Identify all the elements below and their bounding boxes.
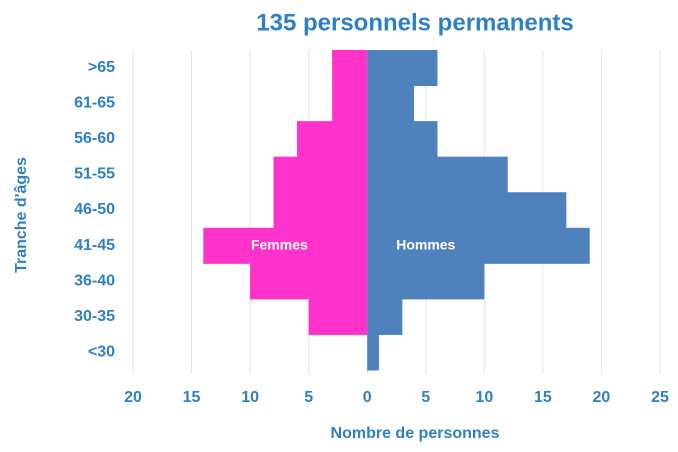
x-tick-label: 15 <box>534 389 552 406</box>
bar <box>296 121 368 158</box>
x-tick-label: 10 <box>241 389 259 406</box>
y-tick-label: >65 <box>88 59 115 76</box>
x-tick-label: 5 <box>421 389 430 406</box>
y-tick-label: 51-55 <box>74 166 115 183</box>
bar <box>367 156 508 193</box>
bar <box>203 227 368 264</box>
chart-title: 135 personnels permanents <box>256 9 573 36</box>
x-tick-label: 20 <box>124 389 142 406</box>
bar <box>367 334 379 371</box>
bar <box>367 192 567 229</box>
bar <box>367 298 403 335</box>
y-tick-label: 46-50 <box>74 201 115 218</box>
x-tick-label: 10 <box>475 389 493 406</box>
bar <box>367 85 415 122</box>
bar <box>332 50 368 87</box>
y-tick-label: 36-40 <box>74 272 115 289</box>
x-tick-label: 5 <box>304 389 313 406</box>
y-tick-label: <30 <box>88 343 115 360</box>
x-tick-label: 15 <box>183 389 201 406</box>
bar <box>273 192 368 229</box>
y-tick-label: 30-35 <box>74 308 115 325</box>
legend-label: Femmes <box>251 236 308 252</box>
y-tick-label: 41-45 <box>74 237 115 254</box>
x-tick-label: 0 <box>363 389 372 406</box>
bar <box>367 227 590 264</box>
bar <box>308 298 368 335</box>
x-tick-label: 25 <box>651 389 669 406</box>
y-tick-label: 56-60 <box>74 130 115 147</box>
bar <box>250 263 368 300</box>
y-axis-label: Tranche d'âges <box>13 157 30 273</box>
bar <box>273 156 368 193</box>
bar <box>367 263 485 300</box>
x-axis-label: Nombre de personnes <box>331 425 500 442</box>
y-tick-label: 61-65 <box>74 95 115 112</box>
bar <box>367 121 438 158</box>
bar <box>367 50 438 87</box>
legend-label: Hommes <box>396 236 455 252</box>
bar <box>332 85 368 122</box>
x-tick-label: 20 <box>593 389 611 406</box>
